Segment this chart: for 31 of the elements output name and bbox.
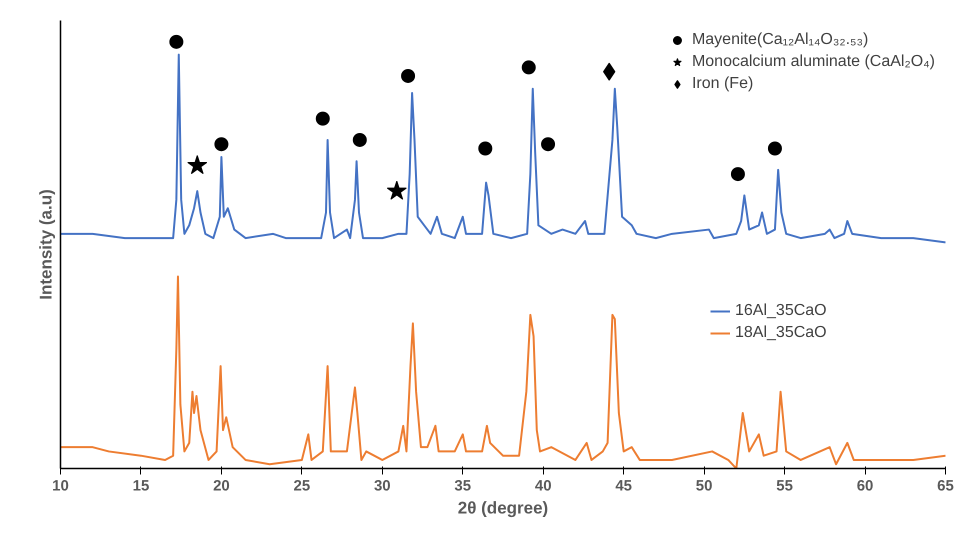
- legend-label: Monocalcium aluminate (CaAl₂O₄): [692, 53, 935, 71]
- x-tick-label: 65: [937, 478, 954, 494]
- point: [522, 60, 536, 74]
- x-tick-label: 25: [294, 478, 310, 494]
- x-tick-label: 50: [696, 478, 712, 494]
- legend-label: Mayenite(Ca₁₂Al₁₄O₃₂.₅₃): [692, 31, 868, 49]
- x-tick-label: 60: [856, 478, 874, 494]
- x-tick-label: 10: [52, 478, 69, 494]
- legend-label: Iron (Fe): [692, 75, 754, 93]
- point: [214, 137, 228, 152]
- legend-label: 18Al_35CaO: [735, 324, 827, 342]
- point: [730, 167, 745, 182]
- point: [401, 68, 416, 83]
- point: [169, 34, 184, 49]
- point: [187, 155, 208, 174]
- point: [316, 112, 330, 126]
- point: [352, 132, 367, 147]
- x-tick-label: 45: [615, 478, 632, 494]
- x-tick-label: 30: [374, 478, 391, 494]
- y-axis-title: Intensity (a.u): [36, 189, 56, 300]
- x-tick-label: 35: [454, 478, 472, 494]
- legend-label: 16Al_35CaO: [735, 302, 827, 320]
- x-tick-label: 55: [776, 478, 793, 494]
- point: [386, 180, 407, 200]
- x-axis-title: 2θ (degree): [458, 498, 548, 518]
- x-tick-label: 20: [213, 478, 230, 494]
- x-tick-label: 15: [132, 478, 150, 494]
- point: [768, 142, 782, 156]
- x-tick-label: 40: [534, 478, 552, 494]
- point: [541, 137, 556, 152]
- point: [478, 142, 492, 156]
